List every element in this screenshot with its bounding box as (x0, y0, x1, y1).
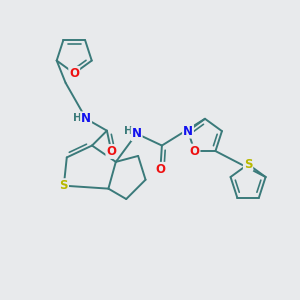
Text: N: N (81, 112, 91, 125)
Text: S: S (60, 179, 68, 192)
Text: O: O (155, 163, 165, 176)
Text: O: O (69, 67, 79, 80)
Text: N: N (132, 127, 142, 140)
Text: O: O (106, 145, 116, 158)
Text: H: H (124, 126, 133, 136)
Text: N: N (183, 124, 193, 138)
Text: H: H (74, 113, 82, 123)
Text: S: S (244, 158, 252, 171)
Text: O: O (190, 145, 200, 158)
